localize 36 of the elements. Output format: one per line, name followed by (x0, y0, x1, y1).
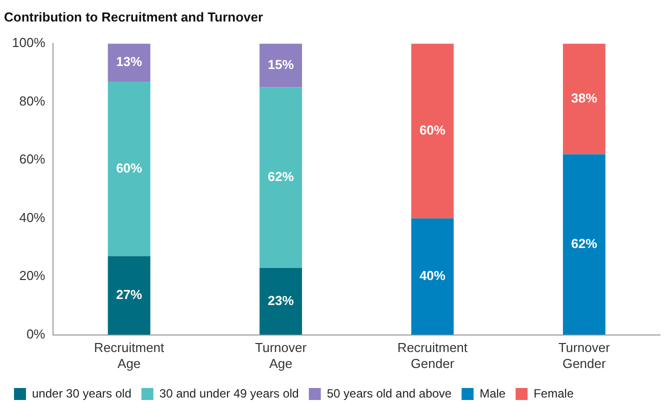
legend-label: Female (534, 386, 574, 400)
data-label: 60% (419, 122, 446, 138)
y-tick-label: 100% (12, 35, 46, 50)
bar (562, 44, 606, 154)
bar (260, 44, 302, 88)
legend-label: 30 and under 49 years old (159, 386, 299, 400)
legend-label: 50 years old and above (326, 386, 452, 400)
y-tick-label: 60% (19, 152, 46, 167)
data-label: 15% (268, 57, 294, 72)
data-label: 62% (571, 236, 598, 252)
bar (260, 268, 302, 335)
legend-label: Male (480, 386, 506, 400)
legend-label: under 30 years old (32, 386, 132, 400)
y-tick-label: 40% (19, 210, 46, 225)
x-tick-label: Recruitment Gender (397, 340, 468, 371)
data-label: 27% (116, 287, 143, 302)
bar (108, 256, 150, 335)
data-label: 38% (571, 90, 598, 106)
y-tick-label: 20% (19, 268, 46, 284)
y-tick-label: 80% (19, 93, 46, 108)
x-tick-label: Turnover Gender (558, 340, 611, 371)
bar (260, 87, 302, 268)
bar (108, 44, 150, 82)
bar (108, 81, 150, 256)
bar (562, 154, 606, 335)
data-label: 23% (268, 292, 294, 308)
bar (411, 44, 454, 218)
data-label: 60% (116, 160, 143, 176)
chart-title: Contribution to Recruitment and Turnover (4, 9, 264, 24)
y-tick-label: 0% (26, 326, 46, 342)
x-tick-label: Turnover Age (255, 340, 308, 371)
bar (411, 218, 454, 335)
x-tick-label: Recruitment Age (94, 340, 165, 371)
data-label: 62% (268, 169, 294, 184)
data-label: 13% (116, 54, 143, 70)
data-label: 40% (419, 268, 446, 284)
